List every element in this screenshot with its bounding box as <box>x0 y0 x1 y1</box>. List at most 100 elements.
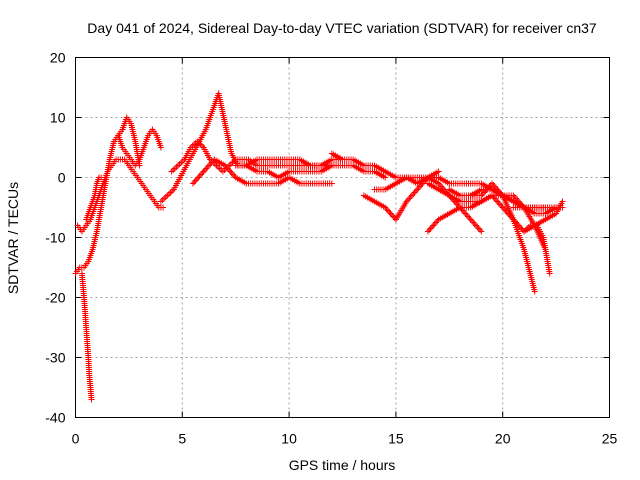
data-markers <box>72 90 566 403</box>
series-arc-o <box>446 186 549 253</box>
y-tick-label: -30 <box>45 350 65 366</box>
data-point <box>470 219 477 226</box>
data-point <box>497 201 504 208</box>
data-point <box>490 194 497 200</box>
x-tick-label: 5 <box>178 431 186 447</box>
data-point <box>546 270 553 277</box>
data-point <box>466 215 473 221</box>
data-point <box>387 210 394 217</box>
series-arc-l <box>371 174 485 235</box>
data-point <box>416 183 423 190</box>
axis-ticks <box>75 57 610 418</box>
data-point <box>559 204 566 211</box>
data-point <box>415 185 422 191</box>
data-point <box>196 173 203 179</box>
data-point <box>475 225 482 232</box>
data-point <box>388 212 395 218</box>
data-point <box>454 201 461 208</box>
data-point <box>559 198 566 205</box>
data-point <box>464 213 471 220</box>
data-point <box>189 180 196 187</box>
data-point <box>531 288 538 295</box>
data-point <box>157 144 164 151</box>
data-point <box>499 204 506 211</box>
data-point <box>424 228 431 235</box>
data-point <box>201 167 208 173</box>
data-point <box>390 213 397 220</box>
series-arc-b <box>74 156 167 235</box>
data-point <box>431 221 438 227</box>
data-point <box>412 188 419 194</box>
data-point <box>428 224 435 230</box>
y-tick-label: -10 <box>45 230 65 246</box>
data-point <box>328 180 335 187</box>
data-point <box>435 168 442 175</box>
data-point <box>160 204 167 211</box>
data-point <box>204 164 211 170</box>
y-tick-label: 0 <box>58 170 66 186</box>
data-point <box>427 225 434 232</box>
grid <box>75 57 610 418</box>
data-point <box>98 174 105 181</box>
data-point <box>191 179 198 185</box>
axis-tick-labels: 0 5 10 15 20 25 -40 -30 -20 -10 0 10 20 <box>45 50 617 447</box>
series-arc-h <box>189 156 335 187</box>
data-point <box>462 210 469 217</box>
data-point <box>542 204 549 211</box>
data-point <box>226 167 233 173</box>
data-point <box>207 161 214 167</box>
series-arc-a <box>72 114 143 277</box>
data-point <box>473 222 479 229</box>
series-arc-i <box>232 156 389 181</box>
x-tick-label: 15 <box>388 431 404 447</box>
data-point <box>203 165 210 172</box>
data-point <box>195 174 202 181</box>
data-point <box>193 176 200 182</box>
x-tick-label: 10 <box>281 431 297 447</box>
series-arc-n <box>424 192 496 235</box>
series-arc-c <box>78 270 95 403</box>
data-point <box>468 218 475 224</box>
data-point <box>227 168 234 175</box>
data-point <box>494 198 501 205</box>
y-tick-label: 20 <box>50 50 66 66</box>
chart-title: Day 041 of 2024, Sidereal Day-to-day VTE… <box>87 20 597 36</box>
data-point <box>432 219 439 226</box>
data-point <box>199 170 206 176</box>
data-point <box>471 221 478 227</box>
data-point <box>386 209 393 215</box>
series-arc-r <box>510 204 566 217</box>
data-point <box>206 162 212 169</box>
series-arc-k <box>360 168 442 223</box>
data-point <box>407 194 414 200</box>
data-point <box>478 228 485 235</box>
data-point <box>382 174 389 181</box>
data-point <box>197 171 204 178</box>
y-tick-label: -20 <box>45 290 65 306</box>
x-tick-label: 20 <box>495 431 511 447</box>
data-point <box>411 189 418 196</box>
data-point <box>467 216 474 223</box>
y-tick-label: 10 <box>50 110 66 126</box>
data-point <box>228 170 235 176</box>
data-point <box>408 192 415 199</box>
series-arc-j <box>328 150 566 211</box>
data-point <box>414 186 421 193</box>
data-point <box>498 203 505 209</box>
data-point <box>230 171 237 178</box>
series-arc-s <box>521 222 553 277</box>
data-point <box>384 207 391 214</box>
x-axis-title: GPS time / hours <box>289 457 396 473</box>
data-point <box>406 195 413 202</box>
data-point <box>410 191 417 197</box>
data-point <box>463 212 470 218</box>
data-point <box>426 227 433 233</box>
data-point <box>474 224 481 230</box>
data-point <box>495 200 502 206</box>
x-tick-label: 0 <box>72 431 80 447</box>
data-point <box>88 396 95 403</box>
data-point <box>430 222 437 229</box>
data-point <box>477 227 484 233</box>
data-point <box>192 177 199 184</box>
